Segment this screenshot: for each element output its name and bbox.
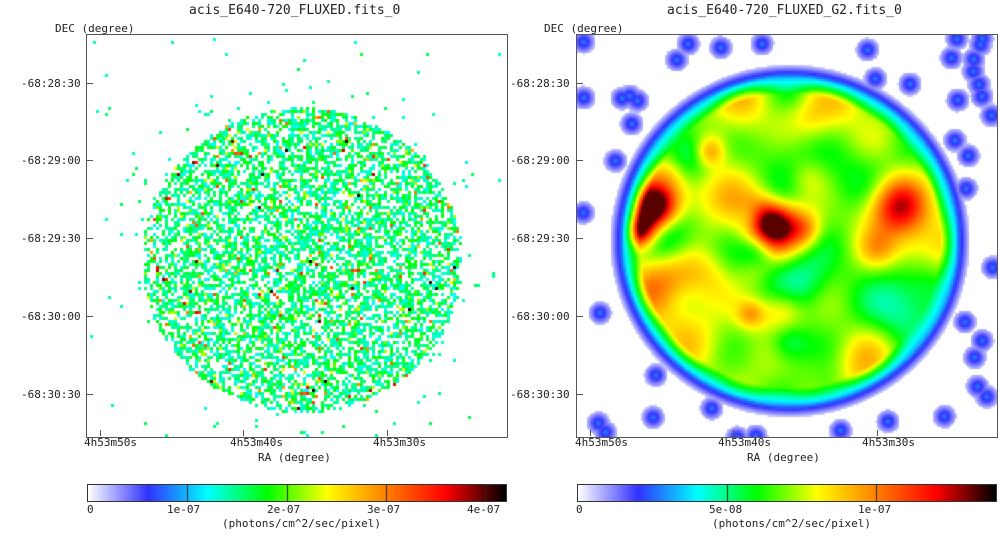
left-colorbar-tick-label: 2e-07 [267, 503, 301, 516]
left-ytick-label: -68:28:30 [21, 77, 81, 90]
y-axis-tick [577, 316, 583, 317]
right-ytick-label: -68:30:30 [510, 388, 570, 401]
y-axis-tick [87, 83, 93, 84]
right-colorbar-label: (photons/cm^2/sec/pixel) [712, 517, 871, 530]
left-ytick-label: -68:29:00 [21, 154, 81, 167]
x-axis-tick [733, 430, 734, 436]
right-ytick-label: -68:30:00 [510, 310, 570, 323]
right-xtick-label: 4h53m50s [575, 436, 628, 449]
right-ylabel: DEC (degree) [544, 22, 624, 35]
left-colorbar-tick-label: 0 [87, 503, 94, 516]
right-colorbar-gradient [578, 485, 996, 501]
x-axis-tick [387, 430, 388, 436]
x-axis-tick [590, 430, 591, 436]
right-colorbar [577, 484, 997, 502]
left-plot-title: acis_E640-720_FLUXED.fits_0 [189, 3, 401, 18]
y-axis-tick [577, 160, 583, 161]
right-colorbar-tick-label: 1e-07 [858, 503, 892, 516]
left-ytick-label: -68:29:30 [21, 232, 81, 245]
left-colorbar [87, 484, 507, 502]
left-colorbar-tick-label: 4e-07 [467, 503, 501, 516]
right-plot-area[interactable] [576, 34, 998, 438]
left-ytick-label: -68:30:00 [21, 310, 81, 323]
left-xtick-label: 4h53m50s [84, 436, 137, 449]
left-colorbar-tick-label: 3e-07 [367, 503, 401, 516]
y-axis-tick [87, 238, 93, 239]
right-colorbar-tick-label: 5e-08 [709, 503, 743, 516]
left-colorbar-tick-label: 1e-07 [167, 503, 201, 516]
x-axis-tick [100, 430, 101, 436]
y-axis-tick [577, 83, 583, 84]
left-colorbar-label: (photons/cm^2/sec/pixel) [222, 517, 381, 530]
y-axis-tick [87, 316, 93, 317]
right-ytick-label: -68:29:00 [510, 154, 570, 167]
right-xlabel: RA (degree) [747, 451, 820, 464]
x-axis-tick [877, 430, 878, 436]
right-ytick-label: -68:29:30 [510, 232, 570, 245]
y-axis-tick [87, 160, 93, 161]
right-colorbar-tick-label: 0 [576, 503, 583, 516]
y-axis-tick [577, 238, 583, 239]
right-heatmap-image [577, 35, 997, 437]
x-axis-tick [243, 430, 244, 436]
left-ytick-label: -68:30:30 [21, 388, 81, 401]
right-xtick-label: 4h53m40s [718, 436, 771, 449]
left-heatmap-image [87, 35, 507, 437]
left-xtick-label: 4h53m30s [373, 436, 426, 449]
left-ylabel: DEC (degree) [55, 22, 135, 35]
right-ytick-label: -68:28:30 [510, 77, 570, 90]
y-axis-tick [87, 394, 93, 395]
right-xtick-label: 4h53m30s [862, 436, 915, 449]
y-axis-tick [577, 394, 583, 395]
left-colorbar-gradient [88, 485, 506, 501]
left-xtick-label: 4h53m40s [230, 436, 283, 449]
left-plot-area[interactable] [86, 34, 508, 438]
left-xlabel: RA (degree) [258, 451, 331, 464]
right-plot-title: acis_E640-720_FLUXED_G2.fits_0 [667, 3, 902, 18]
